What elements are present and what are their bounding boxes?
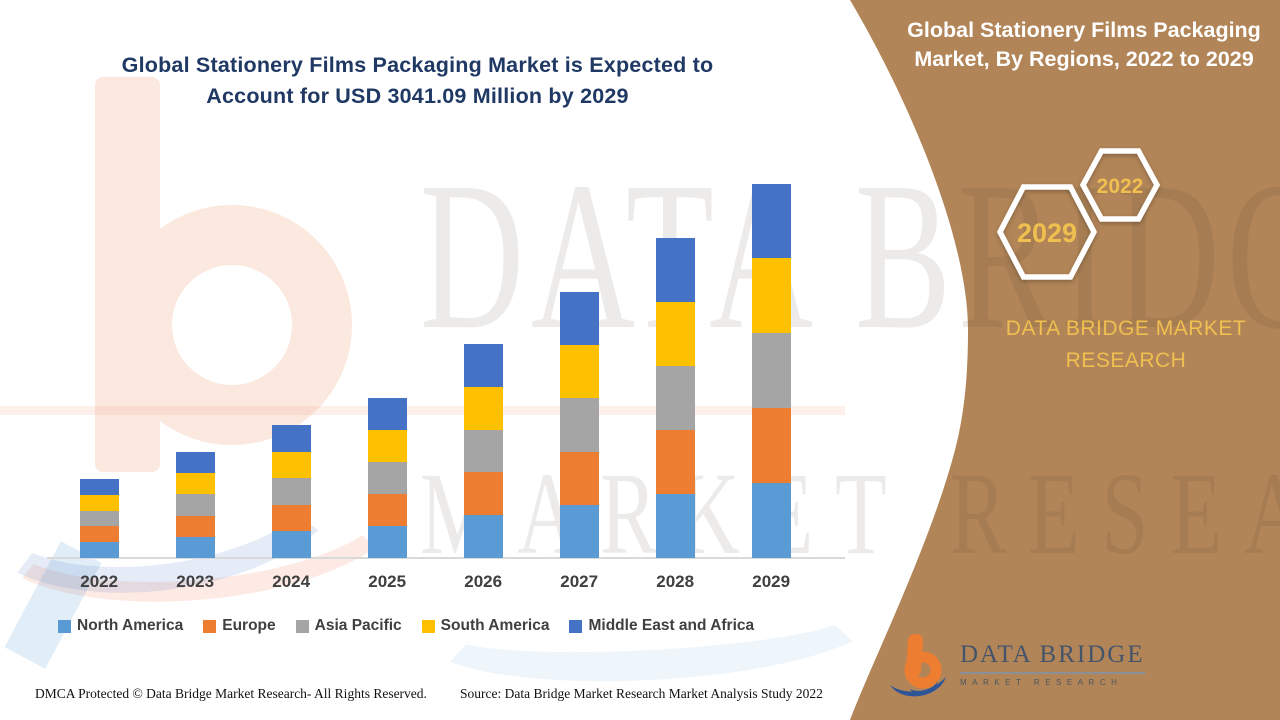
bar-segment-north-america bbox=[559, 504, 599, 558]
bar-segment-south-america bbox=[751, 258, 791, 334]
bar-segment-europe bbox=[559, 451, 599, 505]
company-logo-brand: DATA BRIDGE bbox=[960, 641, 1145, 674]
legend-item-middle-east-and-africa: Middle East and Africa bbox=[569, 617, 754, 635]
bar-2028 bbox=[655, 238, 695, 558]
legend-item-asia-pacific: Asia Pacific bbox=[295, 617, 402, 635]
bar-segment-asia-pacific bbox=[655, 366, 695, 430]
bar-segment-europe bbox=[175, 515, 215, 537]
bar-segment-middle-east-and-africa bbox=[271, 424, 311, 452]
bar-segment-middle-east-and-africa bbox=[751, 183, 791, 259]
legend-swatch-icon bbox=[295, 619, 309, 633]
bar-segment-middle-east-and-africa bbox=[655, 238, 695, 303]
x-axis-label-2026: 2026 bbox=[464, 572, 503, 591]
bar-segment-asia-pacific bbox=[751, 333, 791, 409]
company-logo-subtitle: MARKET RESEARCH bbox=[960, 678, 1123, 687]
side-panel-brand-text: DATA BRIDGE MARKET RESEARCH bbox=[995, 313, 1257, 377]
legend-label: Asia Pacific bbox=[314, 617, 402, 634]
legend-swatch-icon bbox=[421, 619, 435, 633]
x-axis-label-2024: 2024 bbox=[272, 572, 311, 591]
bar-segment-asia-pacific bbox=[463, 429, 503, 473]
bar-segment-europe bbox=[79, 526, 119, 543]
legend-label: Europe bbox=[222, 617, 276, 634]
bar-segment-south-america bbox=[175, 473, 215, 495]
bar-2024 bbox=[271, 424, 311, 558]
bar-segment-middle-east-and-africa bbox=[175, 451, 215, 474]
bar-2023 bbox=[175, 451, 215, 558]
side-panel-title-line1: Global Stationery Films Packaging bbox=[907, 18, 1261, 42]
bar-segment-europe bbox=[463, 472, 503, 516]
bar-segment-north-america bbox=[271, 531, 311, 558]
bar-segment-asia-pacific bbox=[271, 478, 311, 505]
legend-item-north-america: North America bbox=[58, 617, 183, 635]
bar-segment-europe bbox=[655, 430, 695, 494]
chart-legend: North America Europe Asia Pacific South Ame… bbox=[58, 617, 754, 635]
bar-segment-middle-east-and-africa bbox=[559, 291, 599, 346]
chart-title-line1: Global Stationery Films Packaging Market… bbox=[121, 53, 714, 77]
footer-dmca-text: DMCA Protected © Data Bridge Market Rese… bbox=[35, 686, 427, 701]
bar-segment-south-america bbox=[463, 386, 503, 430]
bar-segment-south-america bbox=[79, 494, 119, 511]
chart-title: Global Stationery Films Packaging Market… bbox=[95, 50, 740, 112]
badge-year-2022: 2022 bbox=[1097, 175, 1144, 198]
bar-segment-asia-pacific bbox=[367, 462, 407, 495]
side-panel-title-line2: Market, By Regions, 2022 to 2029 bbox=[914, 47, 1254, 71]
x-axis-label-2029: 2029 bbox=[752, 572, 791, 591]
bar-2026 bbox=[463, 344, 503, 558]
hexagon-badge-2022-icon bbox=[1079, 148, 1161, 222]
year-badges: 2022 2029 bbox=[996, 148, 1161, 280]
legend-item-europe: Europe bbox=[203, 617, 276, 635]
bar-segment-middle-east-and-africa bbox=[463, 344, 503, 387]
x-axis-line bbox=[47, 557, 845, 559]
bar-segment-middle-east-and-africa bbox=[79, 479, 119, 495]
footer-source-text: Source: Data Bridge Market Research Mark… bbox=[460, 686, 823, 701]
x-axis-label-2023: 2023 bbox=[176, 572, 215, 591]
side-panel-brand-line1: DATA BRIDGE MARKET bbox=[1005, 317, 1247, 340]
bar-segment-south-america bbox=[655, 302, 695, 367]
legend-swatch-icon bbox=[58, 619, 71, 633]
bar-segment-asia-pacific bbox=[559, 398, 599, 452]
bar-2029 bbox=[751, 183, 791, 559]
bar-segment-north-america bbox=[175, 536, 215, 558]
company-logo: DATA BRIDGE MARKET RESEARCH bbox=[888, 633, 1145, 701]
hexagon-badge-2029-icon bbox=[996, 184, 1098, 280]
bar-segment-europe bbox=[751, 408, 791, 484]
chart-title-line2: Account for USD 3041.09 Million by 2029 bbox=[206, 84, 629, 108]
x-axis-label-2028: 2028 bbox=[656, 572, 695, 591]
legend-swatch-icon bbox=[203, 619, 217, 633]
x-axis-label-2022: 2022 bbox=[80, 572, 119, 591]
bar-segment-north-america bbox=[655, 493, 695, 558]
bar-segment-south-america bbox=[367, 430, 407, 463]
legend-label: North America bbox=[77, 617, 184, 634]
side-panel-title: Global Stationery Films Packaging Market… bbox=[893, 16, 1275, 74]
bar-segment-asia-pacific bbox=[175, 494, 215, 516]
bar-segment-north-america bbox=[367, 526, 407, 559]
decor-horizontal-band bbox=[0, 406, 845, 415]
bar-segment-north-america bbox=[79, 542, 119, 558]
bar-segment-asia-pacific bbox=[79, 510, 119, 527]
bar-segment-north-america bbox=[751, 483, 791, 559]
bar-segment-south-america bbox=[271, 451, 311, 479]
bar-2022 bbox=[79, 479, 119, 558]
x-axis-label-2025: 2025 bbox=[368, 572, 407, 591]
bar-segment-europe bbox=[271, 504, 311, 532]
bar-2027 bbox=[559, 291, 599, 558]
side-panel-brand-line2: RESEARCH bbox=[1065, 349, 1187, 372]
legend-swatch-icon bbox=[569, 619, 583, 633]
bar-segment-north-america bbox=[463, 515, 503, 558]
bar-segment-south-america bbox=[559, 345, 599, 399]
bar-segment-europe bbox=[367, 494, 407, 527]
company-logo-icon bbox=[890, 633, 946, 697]
badge-year-2029: 2029 bbox=[1017, 218, 1077, 248]
legend-label: Middle East and Africa bbox=[588, 617, 755, 634]
bar-segment-middle-east-and-africa bbox=[367, 398, 407, 431]
bar-2025 bbox=[367, 398, 407, 559]
x-axis-label-2027: 2027 bbox=[560, 572, 599, 591]
legend-item-south-america: South America bbox=[421, 617, 550, 635]
legend-label: South America bbox=[440, 617, 550, 634]
